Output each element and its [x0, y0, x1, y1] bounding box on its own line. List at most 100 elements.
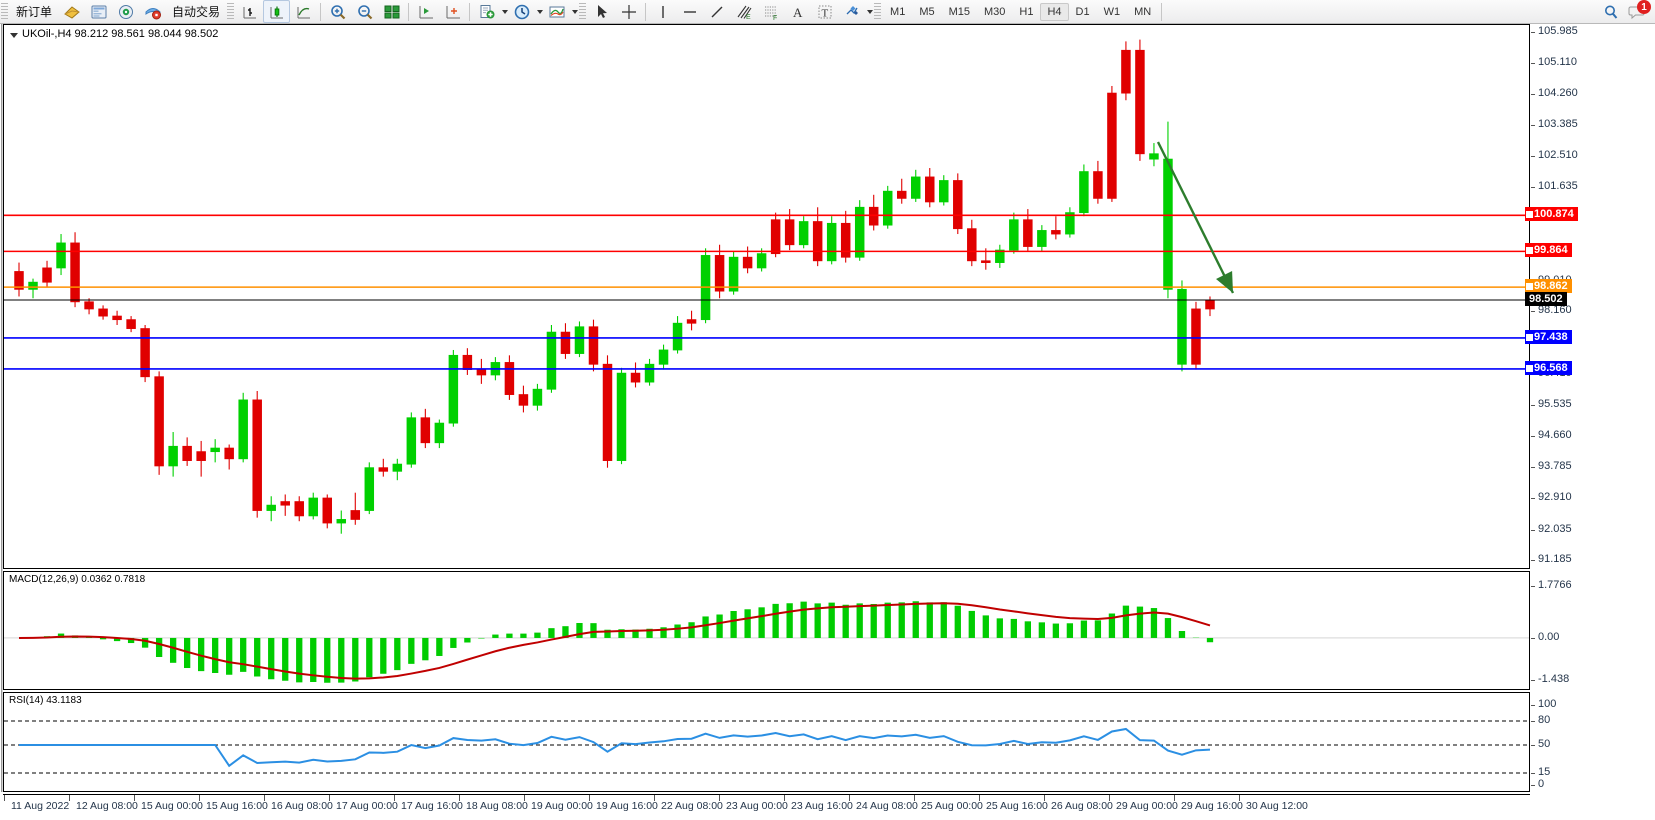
time-tick: 18 Aug 08:00 [466, 800, 528, 812]
time-tick: 15 Aug 00:00 [141, 800, 203, 812]
toolbar-grip-4[interactable] [874, 2, 882, 21]
navigator-icon[interactable] [112, 0, 139, 23]
chart-area[interactable]: UKOil-,H4 98.212 98.561 98.044 98.502 MA… [0, 24, 1655, 820]
vertical-line-icon[interactable] [649, 0, 676, 23]
crosshair-icon[interactable] [615, 0, 642, 23]
main-toolbar: 新订单 自动交易 [0, 0, 1655, 24]
market-watch-icon[interactable] [85, 0, 112, 23]
toolbar-grip-3[interactable] [579, 2, 587, 21]
time-tick: 15 Aug 16:00 [206, 800, 268, 812]
timeframe-m30[interactable]: M30 [984, 5, 1006, 18]
window-left-border [0, 24, 3, 792]
timeframe-m5[interactable]: M5 [919, 5, 935, 18]
period-dropdown-caret[interactable] [537, 9, 544, 14]
time-tick: 25 Aug 00:00 [921, 800, 983, 812]
search-icon[interactable] [1597, 0, 1624, 23]
time-tick: 29 Aug 16:00 [1181, 800, 1243, 812]
price-label-support-97438[interactable]: 97.438 [1525, 329, 1572, 344]
cursor-icon[interactable] [588, 0, 615, 23]
time-tick-separator [849, 795, 850, 801]
tile-windows-icon[interactable] [378, 0, 405, 23]
templates-dropdown-caret[interactable] [502, 9, 509, 14]
toolbar-grip-2[interactable] [227, 2, 235, 21]
time-tick-separator [199, 795, 200, 801]
price-label-resistance-100874[interactable]: 100.874 [1525, 207, 1578, 222]
time-tick: 26 Aug 08:00 [1051, 800, 1113, 812]
time-tick-separator [784, 795, 785, 801]
time-tick: 23 Aug 00:00 [726, 800, 788, 812]
macd-svg [4, 601, 1529, 683]
rsi-pane[interactable]: RSI(14) 43.1183 [3, 692, 1530, 792]
alerts-icon[interactable]: 1 [1624, 0, 1651, 23]
period-icon[interactable] [508, 0, 535, 23]
timeframe-m1[interactable]: M1 [890, 5, 906, 18]
zoom-in-icon[interactable] [324, 0, 351, 23]
time-tick: 25 Aug 16:00 [986, 800, 1048, 812]
time-tick: 17 Aug 16:00 [401, 800, 463, 812]
svg-text:T: T [821, 7, 828, 19]
text-object-icon[interactable]: T [811, 0, 838, 23]
time-tick-separator [719, 795, 720, 801]
time-tick-separator [654, 795, 655, 801]
timeframe-mn[interactable]: MN [1134, 5, 1152, 18]
alert-count-badge: 1 [1637, 0, 1651, 14]
price-label-resistance-99864[interactable]: 99.864 [1525, 243, 1572, 258]
text-label-icon[interactable]: A [784, 0, 811, 23]
macd-pane[interactable]: MACD(12,26,9) 0.0362 0.7818 [3, 571, 1530, 690]
chart-menu-caret-icon[interactable] [10, 33, 18, 38]
toolbar-separator-1 [320, 2, 322, 21]
fibonacci-icon[interactable]: F [757, 0, 784, 23]
equidistant-channel-icon[interactable]: E [730, 0, 757, 23]
price-label-bid-98862[interactable]: 98.862 [1525, 279, 1572, 294]
price-scale[interactable]: 105.985 105.110 104.260 103.385 102.510 101.6… [1525, 24, 1655, 792]
toolbar-separator-4 [645, 2, 647, 21]
auto-trading-button[interactable]: 自动交易 [166, 0, 226, 23]
price-pane[interactable]: UKOil-,H4 98.212 98.561 98.044 98.502 [3, 24, 1530, 569]
rsi-svg [4, 720, 1529, 774]
timeframe-d1[interactable]: D1 [1075, 5, 1090, 18]
time-tick-separator [4, 795, 5, 801]
time-tick: 11 Aug 2022 [11, 800, 70, 812]
timeframe-h4[interactable]: H4 [1040, 2, 1069, 21]
objects-dropdown-caret[interactable] [867, 9, 874, 14]
price-label-close-98502[interactable]: 98.502 [1525, 291, 1567, 306]
objects-icon[interactable] [838, 0, 865, 23]
time-tick-separator [264, 795, 265, 801]
grid-icon[interactable] [439, 0, 466, 23]
timeframe-m15[interactable]: M15 [948, 5, 970, 18]
zoom-out-icon[interactable] [351, 0, 378, 23]
time-scale[interactable]: 11 Aug 2022 12 Aug 08:00 15 Aug 00:00 15 Au… [3, 794, 1530, 820]
time-tick-separator [329, 795, 330, 801]
toolbar-separator-2 [408, 2, 410, 21]
price-candles-svg [4, 39, 1529, 534]
time-tick-separator [1174, 795, 1175, 801]
macd-label: MACD(12,26,9) 0.0362 0.7818 [9, 574, 146, 585]
timeframe-w1[interactable]: W1 [1103, 5, 1121, 18]
templates-icon[interactable] [473, 0, 500, 23]
toolbar-separator-5 [1161, 2, 1163, 21]
bar-chart-icon[interactable] [236, 0, 263, 23]
candlestick-chart-icon[interactable] [263, 0, 291, 23]
expert-advisors-icon[interactable] [58, 0, 85, 23]
time-tick-separator [589, 795, 590, 801]
time-tick-separator [394, 795, 395, 801]
time-tick: 19 Aug 16:00 [596, 800, 658, 812]
chart-title: UKOil-,H4 98.212 98.561 98.044 98.502 [22, 28, 219, 40]
svg-text:A: A [793, 5, 803, 20]
horizontal-line-icon[interactable] [676, 0, 703, 23]
auto-trading-icon[interactable] [139, 0, 166, 23]
indicators-dropdown-caret[interactable] [572, 9, 579, 14]
time-tick-separator [979, 795, 980, 801]
line-chart-icon[interactable] [290, 0, 317, 23]
toolbar-separator-3 [469, 2, 471, 21]
new-order-button[interactable]: 新订单 [10, 0, 58, 23]
timeframe-h1[interactable]: H1 [1019, 5, 1034, 18]
price-label-support-96568[interactable]: 96.568 [1525, 360, 1572, 375]
indicators-icon[interactable] [543, 0, 570, 23]
shift-end-icon[interactable] [412, 0, 439, 23]
trendline-icon[interactable] [703, 0, 730, 23]
time-tick: 22 Aug 08:00 [661, 800, 723, 812]
toolbar-grip[interactable] [1, 2, 8, 21]
svg-text:E: E [746, 14, 751, 21]
time-tick-separator [524, 795, 525, 801]
